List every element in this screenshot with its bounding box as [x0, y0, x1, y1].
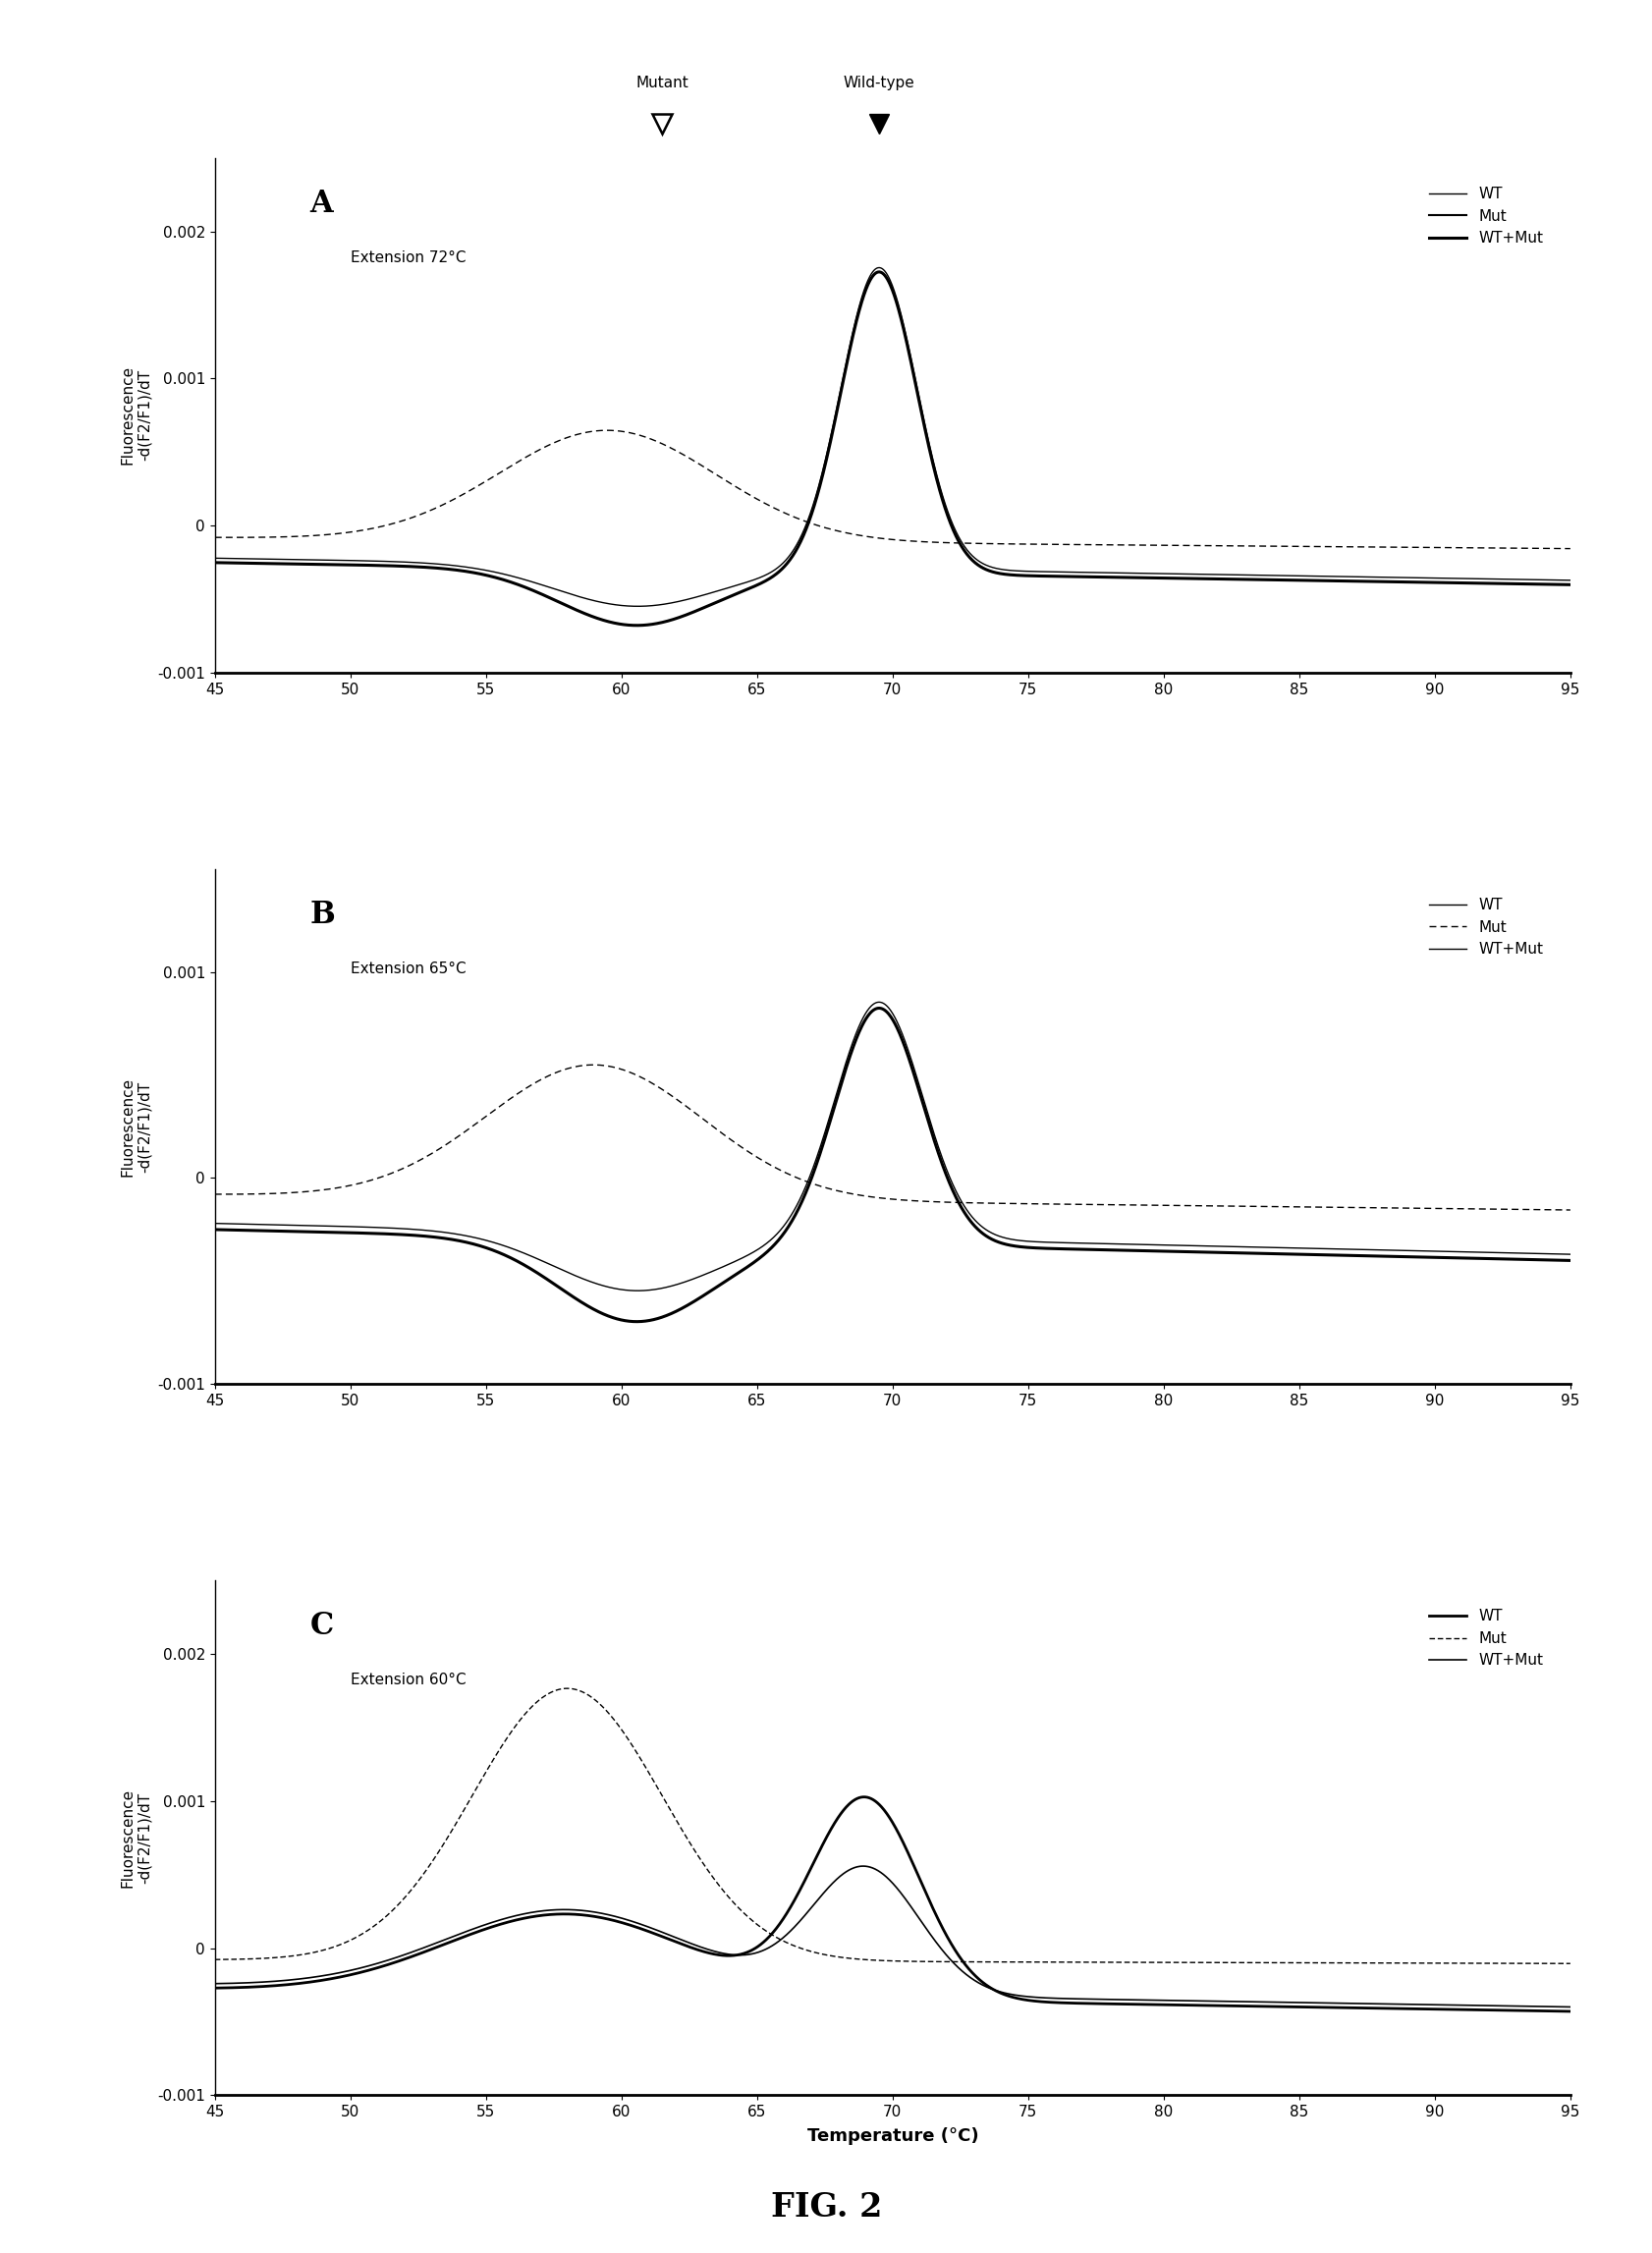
X-axis label: Temperature (°C): Temperature (°C)	[806, 2127, 978, 2145]
Text: B: B	[309, 899, 335, 930]
Legend: WT, Mut, WT+Mut: WT, Mut, WT+Mut	[1422, 892, 1548, 962]
Text: Mutant: Mutant	[636, 77, 689, 90]
Text: C: C	[309, 1611, 334, 1642]
Text: Extension 72°C: Extension 72°C	[350, 250, 466, 266]
Text: A: A	[309, 189, 332, 219]
Text: Extension 65°C: Extension 65°C	[350, 962, 466, 976]
Y-axis label: Fluorescence
-d(F2/F1)/dT: Fluorescence -d(F2/F1)/dT	[121, 1077, 152, 1176]
Legend: WT, Mut, WT+Mut: WT, Mut, WT+Mut	[1422, 180, 1548, 252]
Text: FIG. 2: FIG. 2	[770, 2192, 882, 2224]
Y-axis label: Fluorescence
-d(F2/F1)/dT: Fluorescence -d(F2/F1)/dT	[121, 365, 152, 464]
Y-axis label: Fluorescence
-d(F2/F1)/dT: Fluorescence -d(F2/F1)/dT	[121, 1789, 152, 1888]
Text: Wild-type: Wild-type	[843, 77, 914, 90]
Text: Extension 60°C: Extension 60°C	[350, 1672, 466, 1687]
Legend: WT, Mut, WT+Mut: WT, Mut, WT+Mut	[1422, 1602, 1548, 1674]
